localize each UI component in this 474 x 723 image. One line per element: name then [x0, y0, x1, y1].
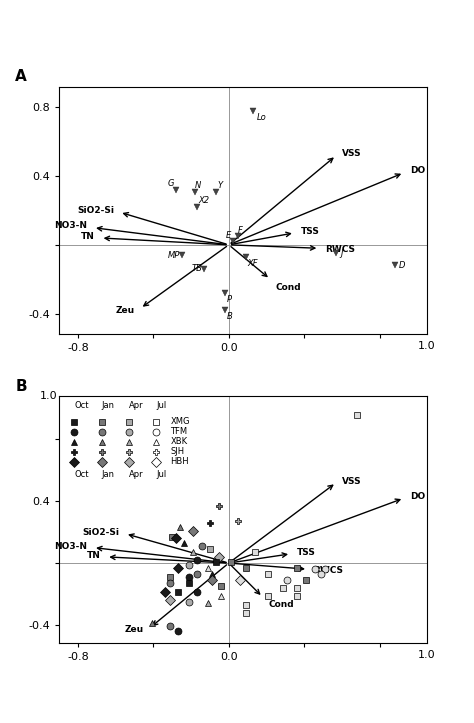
- Text: Y: Y: [218, 181, 223, 190]
- Text: VSS: VSS: [342, 476, 362, 486]
- Text: F: F: [238, 226, 243, 234]
- Text: DO: DO: [410, 492, 425, 501]
- Text: SJH: SJH: [170, 448, 184, 456]
- Text: D: D: [398, 261, 405, 270]
- Text: P: P: [227, 295, 232, 304]
- Text: XF: XF: [247, 259, 258, 268]
- Text: VSS: VSS: [342, 149, 362, 158]
- Text: G: G: [168, 179, 174, 188]
- Text: 1.0: 1.0: [40, 391, 57, 401]
- Text: TB: TB: [191, 265, 202, 273]
- Text: E: E: [226, 231, 231, 240]
- Text: Zeu: Zeu: [116, 306, 135, 315]
- Text: 1.0: 1.0: [418, 650, 436, 659]
- Text: RWCS: RWCS: [314, 566, 344, 576]
- Text: A: A: [15, 69, 27, 85]
- Text: MP: MP: [168, 251, 180, 260]
- Text: Jan: Jan: [101, 470, 115, 479]
- Text: Apr: Apr: [129, 470, 144, 479]
- Text: TSS: TSS: [297, 548, 316, 557]
- Text: HBH: HBH: [170, 457, 189, 466]
- Text: NO3-N: NO3-N: [55, 542, 88, 550]
- Text: Oct: Oct: [74, 401, 89, 410]
- Text: SiO2-Si: SiO2-Si: [82, 528, 119, 536]
- Text: TN: TN: [87, 551, 100, 560]
- Text: TFM: TFM: [170, 427, 188, 436]
- Text: TSS: TSS: [301, 226, 319, 236]
- Text: Cond: Cond: [268, 600, 294, 609]
- Text: DO: DO: [410, 166, 425, 176]
- Text: SiO2-Si: SiO2-Si: [77, 206, 114, 215]
- Text: NO3-N: NO3-N: [55, 221, 88, 231]
- Text: Zeu: Zeu: [125, 625, 144, 634]
- Text: Jul: Jul: [156, 401, 166, 410]
- Text: XBK: XBK: [170, 437, 188, 446]
- Text: XMG: XMG: [170, 417, 190, 426]
- Text: X2: X2: [199, 197, 210, 205]
- Text: B: B: [227, 312, 233, 321]
- Text: Jul: Jul: [156, 470, 166, 479]
- Text: Cond: Cond: [276, 283, 301, 291]
- Text: Jan: Jan: [101, 401, 115, 410]
- Text: Oct: Oct: [74, 470, 89, 479]
- Text: 1.0: 1.0: [418, 341, 436, 351]
- Text: Apr: Apr: [129, 401, 144, 410]
- Text: J: J: [340, 249, 342, 258]
- Text: N: N: [195, 181, 201, 190]
- Text: B: B: [15, 379, 27, 393]
- Text: TN: TN: [81, 232, 95, 241]
- Text: Lo: Lo: [257, 113, 267, 121]
- Text: RWCS: RWCS: [325, 246, 355, 254]
